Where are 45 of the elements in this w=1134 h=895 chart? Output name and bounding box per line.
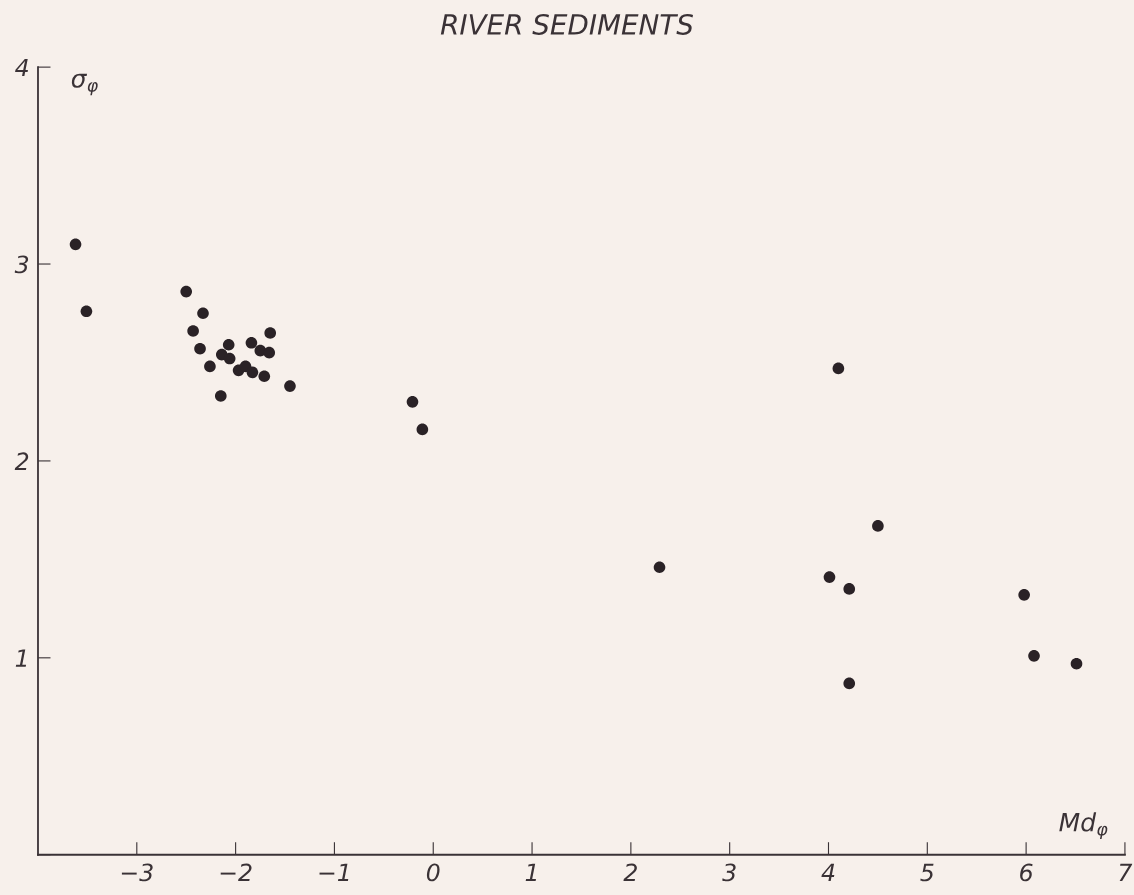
point — [222, 338, 235, 351]
point — [1018, 589, 1030, 601]
x-tick-label: −2 — [220, 863, 252, 881]
point — [187, 325, 199, 337]
y-tick-label: 2 — [14, 452, 29, 470]
point — [284, 380, 296, 392]
point — [80, 305, 93, 318]
x-tick-label: −3 — [121, 863, 153, 882]
point — [872, 520, 884, 532]
point — [69, 238, 82, 251]
y-tick-label: 4 — [15, 58, 28, 77]
x-tick-label: −1 — [319, 863, 349, 881]
point — [1070, 657, 1083, 670]
point — [223, 352, 236, 365]
point — [832, 362, 845, 375]
y-axis-title: σ$_{φ}$ — [71, 73, 98, 96]
point — [204, 360, 216, 373]
point — [653, 561, 666, 574]
point — [263, 346, 276, 359]
x-tick-label: 7 — [1119, 863, 1133, 881]
point — [258, 370, 271, 383]
x-tick-label: 2 — [623, 863, 637, 881]
point — [245, 336, 258, 349]
x-tick-label: 1 — [525, 863, 536, 881]
x-tick-label: 6 — [1020, 863, 1033, 882]
x-tick-label: 5 — [920, 863, 934, 882]
y-tick-label: 1 — [15, 649, 27, 667]
point — [264, 327, 277, 339]
point — [214, 390, 227, 402]
point — [1028, 650, 1040, 662]
point — [406, 396, 419, 408]
chart-title: RIVER SEDIMENTS — [440, 13, 694, 35]
y-tick-label: 3 — [14, 255, 29, 274]
point — [843, 677, 856, 690]
x-tick-label: 4 — [821, 863, 835, 881]
point — [197, 307, 209, 320]
point — [823, 571, 836, 583]
x-tick-label: 0 — [426, 863, 440, 882]
point — [194, 342, 206, 355]
point — [246, 366, 259, 379]
x-tick-label: 3 — [722, 863, 736, 882]
x-axis-title: Md$_{φ}$ — [1059, 812, 1108, 839]
point — [180, 285, 193, 298]
point — [416, 423, 429, 436]
point — [843, 583, 856, 595]
